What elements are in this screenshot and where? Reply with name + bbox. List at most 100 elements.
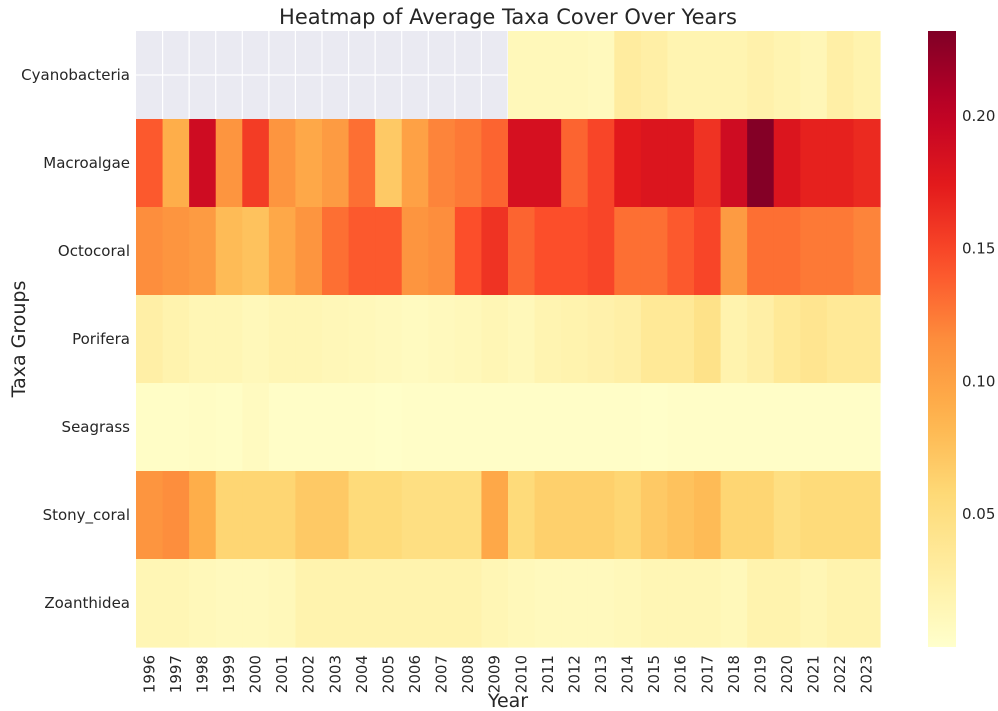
heatmap-cell: Octocoral 2013: 0.15 — [587, 207, 615, 296]
y-tick-label: Octocoral — [58, 242, 130, 260]
heatmap-cell: Seagrass 2012: 0.003 — [561, 383, 589, 472]
heatmap-cell: Stony_coral 2008: 0.05 — [454, 471, 483, 560]
heatmap-cell: Octocoral 2012: 0.145 — [561, 207, 589, 296]
heatmap-cell: Stony_coral 2010: 0.055 — [508, 471, 536, 560]
heatmap-cell: Octocoral 2011: 0.145 — [534, 207, 562, 296]
heatmap-cell: Stony_coral 2011: 0.065 — [534, 471, 562, 560]
x-tick-label: 2013 — [592, 655, 610, 693]
heatmap-cell: Macroalgae 2003: 0.105 — [322, 119, 350, 208]
heatmap-cell: Cyanobacteria 2013: 0.01 — [587, 31, 615, 120]
heatmap-cell: Seagrass 1997: 0.004 — [162, 383, 190, 472]
heatmap-cell: Porifera 2012: 0.02 — [561, 295, 589, 384]
colorbar-tick-label: 0.05 — [962, 505, 995, 523]
heatmap-cell: Octocoral 2001: 0.095 — [268, 207, 297, 296]
heatmap-cell: Octocoral 1999: 0.08 — [215, 207, 243, 296]
heatmap-cell: Octocoral 2000: 0.075 — [242, 207, 270, 296]
heatmap-cell: Porifera 2008: 0.012 — [454, 295, 483, 384]
heatmap-cell: Macroalgae 2023: 0.165 — [853, 119, 881, 208]
heatmap-cell: Stony_coral 2002: 0.07 — [295, 471, 323, 560]
heatmap-cell: Zoanthidea 1998: 0.012 — [189, 559, 217, 648]
heatmap-cell: Cyanobacteria 2023: 0.02 — [853, 31, 881, 120]
heatmap-cell: Zoanthidea 2012: 0.01 — [561, 559, 589, 648]
x-tick-label: 2003 — [326, 655, 344, 693]
heatmap-cell: Seagrass 2021: 0.003 — [800, 383, 828, 472]
x-tick-label: 2010 — [512, 655, 530, 693]
heatmap-cell: Stony_coral 2015: 0.07 — [640, 471, 669, 560]
heatmap-cell: Seagrass 2015: 0.002 — [640, 383, 669, 472]
heatmap-cell: Octocoral 2015: 0.13 — [640, 207, 669, 296]
heatmap-cell: Zoanthidea 2018: 0.012 — [720, 559, 748, 648]
heatmap-cell: Macroalgae 2002: 0.095 — [295, 119, 323, 208]
heatmap-cell: Porifera 2015: 0.035 — [640, 295, 669, 384]
x-tick-label: 2021 — [805, 655, 823, 693]
heatmap-cell: Octocoral 2005: 0.14 — [375, 207, 403, 296]
heatmap-cell: Porifera 2016: 0.035 — [667, 295, 695, 384]
heatmap-cell: Zoanthidea 2003: 0.02 — [322, 559, 350, 648]
x-tick-label: 1997 — [167, 655, 185, 693]
heatmap-cell: Octocoral 2010: 0.135 — [508, 207, 536, 296]
heatmap-cell: Zoanthidea 2014: 0.012 — [614, 559, 642, 648]
heatmap-cell: Macroalgae 2018: 0.19 — [720, 119, 748, 208]
heatmap-cell: Porifera 2009: 0.015 — [481, 295, 509, 384]
x-tick-label: 2006 — [406, 655, 424, 693]
y-tick-label: Cyanobacteria — [21, 66, 130, 84]
heatmap-cell: Porifera 1999: 0.015 — [215, 295, 243, 384]
heatmap-cell: Zoanthidea 2002: 0.02 — [295, 559, 323, 648]
heatmap-cell: Macroalgae 2014: 0.175 — [614, 119, 642, 208]
heatmap-cell: Seagrass 2020: 0.003 — [773, 383, 801, 472]
heatmap-cell: Zoanthidea 2005: 0.02 — [375, 559, 403, 648]
x-tick-labels: 1996 1997 1998 1999 2000 2001 2002 2003 2004 2005… — [140, 655, 875, 693]
heatmap-cell: Zoanthidea 2004: 0.02 — [348, 559, 376, 648]
heatmap-cell: Octocoral 2009: 0.16 — [481, 207, 509, 296]
heatmap-cell: Octocoral 2008: 0.145 — [454, 207, 483, 296]
heatmap-cell: Seagrass 2006: 0.003 — [401, 383, 429, 472]
heatmap-cell: Seagrass 2017: 0.003 — [694, 383, 722, 472]
x-tick-label: 2022 — [831, 655, 849, 693]
heatmap-cell: Octocoral 1997: 0.11 — [162, 207, 190, 296]
heatmap-cell: Octocoral 2020: 0.13 — [773, 207, 801, 296]
heatmap-cell: Zoanthidea 2006: 0.02 — [401, 559, 429, 648]
heatmap-cell: Cyanobacteria 2016: 0.018 — [667, 31, 695, 120]
x-tick-label: 2002 — [300, 655, 318, 693]
heatmap-cell: Stony_coral 1998: 0.09 — [189, 471, 217, 560]
heatmap-cell: Stony_coral 2001: 0.06 — [268, 471, 297, 560]
heatmap-cell: Stony_coral 2014: 0.06 — [614, 471, 642, 560]
heatmap-cell: Seagrass 2014: 0.003 — [614, 383, 642, 472]
heatmap-cell: Porifera 2011: 0.018 — [534, 295, 562, 384]
heatmap-cell: Seagrass 2019: 0.003 — [747, 383, 775, 472]
heatmap-cell: Zoanthidea 2019: 0.02 — [747, 559, 775, 648]
heatmap-cell: Zoanthidea 2011: 0.01 — [534, 559, 562, 648]
heatmap-cell: Porifera 2010: 0.012 — [508, 295, 536, 384]
heatmap-cell: Octocoral 2004: 0.14 — [348, 207, 376, 296]
heatmap-cell: Porifera 2004: 0.012 — [348, 295, 376, 384]
heatmap-cell: Porifera 1996: 0.025 — [136, 295, 164, 384]
heatmap-cell: Stony_coral 2000: 0.06 — [242, 471, 270, 560]
heatmap-cell: Octocoral 2022: 0.125 — [826, 207, 855, 296]
heatmap-cell: Stony_coral 2006: 0.05 — [401, 471, 429, 560]
heatmap-cell: Macroalgae 2013: 0.15 — [587, 119, 615, 208]
heatmap-cell: Stony_coral 2003: 0.07 — [322, 471, 350, 560]
heatmap-cell: Cyanobacteria 2017: 0.018 — [694, 31, 722, 120]
heatmap-cell: Stony_coral 2021: 0.055 — [800, 471, 828, 560]
heatmap-cell: Stony_coral 2019: 0.06 — [747, 471, 775, 560]
heatmap-cell: Octocoral 2016: 0.14 — [667, 207, 695, 296]
heatmap-cell: Cyanobacteria 2022: 0.025 — [826, 31, 855, 120]
x-tick-label: 2008 — [459, 655, 477, 693]
heatmap-cell: Octocoral 1996: 0.115 — [136, 207, 164, 296]
heatmap-cell: Porifera 2019: 0.025 — [747, 295, 775, 384]
x-tick-label: 2012 — [565, 655, 583, 693]
heatmap-cell: Seagrass 2009: 0.003 — [481, 383, 509, 472]
heatmap-cell: Porifera 2023: 0.035 — [853, 295, 881, 384]
x-tick-label: 2007 — [433, 655, 451, 693]
x-tick-label: 1998 — [193, 655, 211, 693]
heatmap-cell: Cyanobacteria 2021: 0.014 — [800, 31, 828, 120]
heatmap-cell: Cyanobacteria 2010: 0.012 — [508, 31, 536, 120]
colorbar-tick-label: 0.15 — [962, 240, 995, 258]
x-tick-label: 2020 — [778, 655, 796, 693]
heatmap-cell: Seagrass 1999: 0.004 — [215, 383, 243, 472]
heatmap-cell: Octocoral 2014: 0.13 — [614, 207, 642, 296]
heatmap-cell: Seagrass 2022: 0.003 — [826, 383, 855, 472]
heatmap-cell: Stony_coral 2012: 0.065 — [561, 471, 589, 560]
colorbar-ticks: 0.05 0.10 0.15 0.20 — [962, 107, 995, 523]
